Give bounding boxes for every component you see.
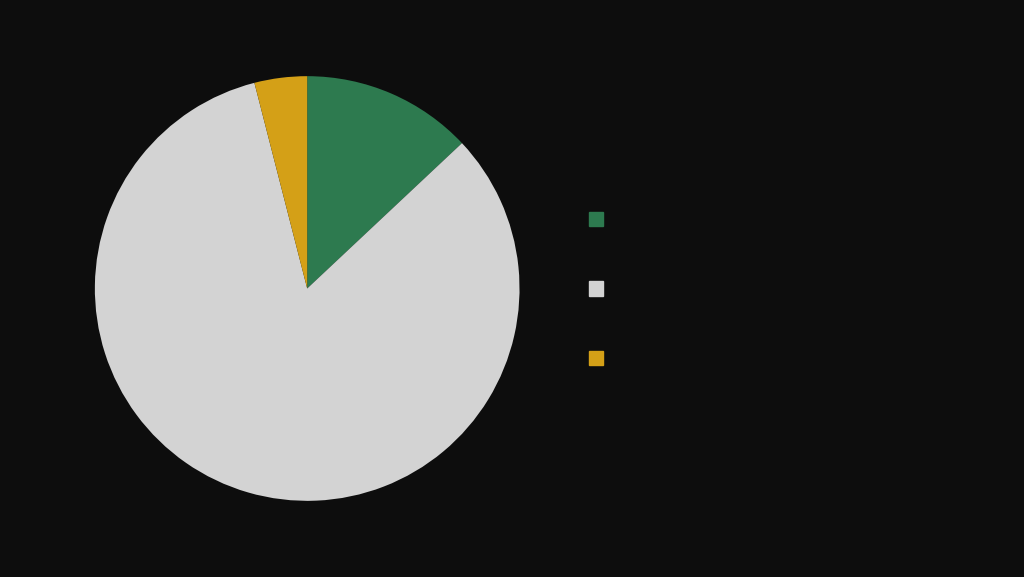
- Wedge shape: [254, 76, 307, 288]
- Wedge shape: [307, 76, 462, 288]
- Wedge shape: [95, 83, 519, 501]
